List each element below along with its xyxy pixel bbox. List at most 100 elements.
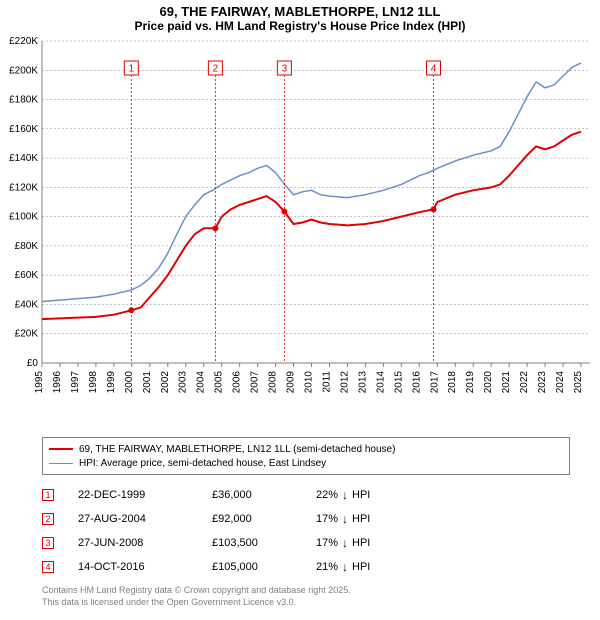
transaction-marker: 1	[42, 489, 54, 501]
diff-percent: 17%	[316, 537, 338, 549]
y-tick-label: £140K	[9, 153, 38, 164]
transaction-date: 27-AUG-2004	[78, 513, 188, 525]
diff-percent: 21%	[316, 561, 338, 573]
x-tick-label: 2002	[160, 371, 171, 394]
marker-dot-1	[128, 307, 134, 313]
x-tick-label: 2016	[411, 371, 422, 394]
diff-suffix: HPI	[352, 513, 370, 525]
y-tick-label: £0	[27, 358, 39, 369]
legend-label: 69, THE FAIRWAY, MABLETHORPE, LN12 1LL (…	[79, 444, 395, 455]
marker-label-2: 2	[213, 64, 219, 75]
y-tick-label: £220K	[9, 36, 38, 47]
legend-label: HPI: Average price, semi-detached house,…	[79, 458, 326, 469]
marker-label-4: 4	[431, 64, 437, 75]
arrow-down-icon: ↓	[342, 536, 348, 550]
marker-label-1: 1	[129, 64, 135, 75]
diff-suffix: HPI	[352, 489, 370, 501]
transaction-table: 1 22-DEC-1999 £36,000 22% ↓ HPI 2 27-AUG-2004 £9…	[42, 483, 570, 579]
diff-suffix: HPI	[352, 561, 370, 573]
transaction-price: £103,500	[212, 537, 292, 549]
arrow-down-icon: ↓	[342, 488, 348, 502]
marker-dot-4	[431, 206, 437, 212]
arrow-down-icon: ↓	[342, 560, 348, 574]
x-tick-label: 2001	[142, 371, 153, 394]
transaction-marker: 2	[42, 513, 54, 525]
marker-dot-3	[281, 209, 287, 215]
transaction-diff: 22% ↓ HPI	[316, 488, 406, 502]
marker-label-3: 3	[282, 64, 288, 75]
chart-title: 69, THE FAIRWAY, MABLETHORPE, LN12 1LL	[0, 4, 600, 19]
transaction-diff: 17% ↓ HPI	[316, 536, 406, 550]
chart-area: £0 £20K £40K £60K £80K £100K £120K £140K £160K £1…	[0, 33, 600, 433]
transaction-row: 2 27-AUG-2004 £92,000 17% ↓ HPI	[42, 507, 570, 531]
legend-item: HPI: Average price, semi-detached house,…	[49, 456, 563, 470]
transaction-price: £92,000	[212, 513, 292, 525]
y-tick-label: £40K	[15, 299, 39, 310]
footer-line-2: This data is licensed under the Open Gov…	[42, 597, 570, 609]
diff-percent: 22%	[316, 489, 338, 501]
x-tick-label: 2013	[357, 371, 368, 394]
diff-percent: 17%	[316, 513, 338, 525]
x-tick-label: 2011	[321, 371, 332, 393]
transaction-diff: 21% ↓ HPI	[316, 560, 406, 574]
x-tick-label: 2006	[232, 371, 243, 394]
y-tick-label: £60K	[15, 270, 39, 281]
x-tick-label: 2025	[573, 371, 584, 394]
transaction-row: 3 27-JUN-2008 £103,500 17% ↓ HPI	[42, 531, 570, 555]
legend-swatch	[49, 463, 73, 464]
x-tick-label: 2003	[178, 371, 189, 394]
y-tick-label: £80K	[15, 241, 39, 252]
legend-swatch	[49, 448, 73, 450]
transaction-date: 14-OCT-2016	[78, 561, 188, 573]
series-hpi	[42, 63, 581, 302]
legend-item: 69, THE FAIRWAY, MABLETHORPE, LN12 1LL (…	[49, 442, 563, 456]
x-tick-label: 2024	[555, 371, 566, 394]
diff-suffix: HPI	[352, 537, 370, 549]
transaction-price: £105,000	[212, 561, 292, 573]
x-tick-label: 2012	[339, 371, 350, 394]
line-chart-svg: £0 £20K £40K £60K £80K £100K £120K £140K £160K £1…	[0, 33, 600, 433]
transaction-marker: 4	[42, 561, 54, 573]
x-tick-label: 1997	[70, 371, 81, 394]
y-tick-label: £100K	[9, 212, 38, 223]
y-tick-label: £20K	[15, 329, 39, 340]
chart-title-block: 69, THE FAIRWAY, MABLETHORPE, LN12 1LL P…	[0, 0, 600, 33]
transaction-date: 27-JUN-2008	[78, 537, 188, 549]
x-tick-label: 2009	[286, 371, 297, 394]
transaction-marker: 3	[42, 537, 54, 549]
footer-attribution: Contains HM Land Registry data © Crown c…	[42, 585, 570, 608]
y-tick-label: £160K	[9, 124, 38, 135]
marker-dot-2	[212, 225, 218, 231]
series-price_paid	[42, 132, 581, 319]
x-tick-label: 1995	[34, 371, 45, 394]
x-tick-label: 2010	[304, 371, 315, 394]
transaction-date: 22-DEC-1999	[78, 489, 188, 501]
x-tick-label: 2015	[393, 371, 404, 394]
x-tick-label: 2018	[447, 371, 458, 394]
arrow-down-icon: ↓	[342, 512, 348, 526]
x-tick-label: 2019	[465, 371, 476, 394]
transaction-row: 4 14-OCT-2016 £105,000 21% ↓ HPI	[42, 555, 570, 579]
x-tick-label: 2017	[429, 371, 440, 394]
x-tick-label: 2014	[375, 371, 386, 394]
x-tick-label: 1996	[52, 371, 63, 394]
y-tick-label: £180K	[9, 95, 38, 106]
x-tick-label: 2021	[501, 371, 512, 394]
y-tick-label: £200K	[9, 65, 38, 76]
x-tick-label: 2005	[214, 371, 225, 394]
x-tick-label: 2004	[196, 371, 207, 394]
footer-line-1: Contains HM Land Registry data © Crown c…	[42, 585, 570, 597]
y-tick-label: £120K	[9, 182, 38, 193]
x-tick-label: 2022	[519, 371, 530, 394]
transaction-price: £36,000	[212, 489, 292, 501]
x-tick-label: 2023	[537, 371, 548, 394]
x-tick-label: 1999	[106, 371, 117, 394]
legend: 69, THE FAIRWAY, MABLETHORPE, LN12 1LL (…	[42, 437, 570, 475]
chart-subtitle: Price paid vs. HM Land Registry's House …	[0, 19, 600, 33]
transaction-row: 1 22-DEC-1999 £36,000 22% ↓ HPI	[42, 483, 570, 507]
x-tick-label: 2008	[268, 371, 279, 394]
x-tick-label: 2020	[483, 371, 494, 394]
x-tick-label: 2007	[250, 371, 261, 394]
x-tick-label: 2000	[124, 371, 135, 394]
transaction-diff: 17% ↓ HPI	[316, 512, 406, 526]
